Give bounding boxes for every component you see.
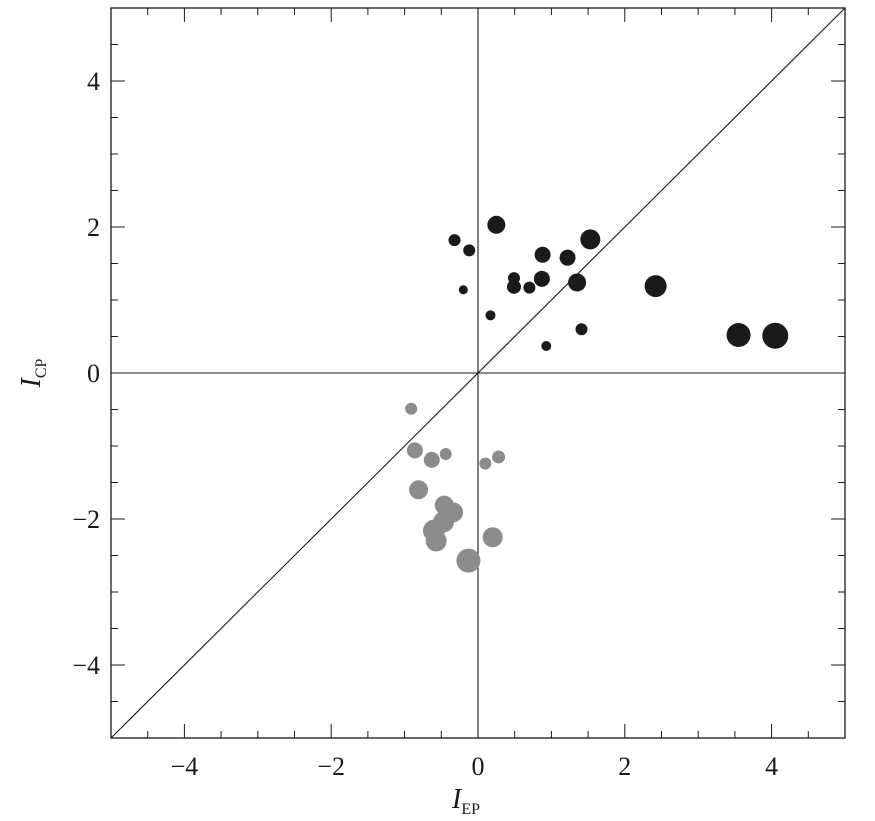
- data-point: [409, 480, 429, 500]
- y-axis-label-sub: CP: [33, 358, 50, 378]
- data-point: [726, 323, 751, 348]
- data-point: [448, 234, 461, 247]
- data-point: [423, 451, 440, 468]
- data-point: [580, 229, 601, 250]
- diagonal-line: [110, 7, 846, 739]
- x-axis-label-sub: EP: [461, 801, 480, 818]
- data-point: [575, 323, 588, 336]
- data-point: [533, 270, 550, 287]
- x-tick-label: 4: [765, 752, 778, 781]
- data-point: [568, 273, 587, 292]
- x-tick-label: −2: [317, 752, 345, 781]
- y-tick-labels: −4 −2 0 2 4: [72, 67, 100, 680]
- data-point: [479, 457, 492, 470]
- y-tick-label: −2: [72, 505, 100, 534]
- data-point: [487, 215, 506, 234]
- data-point: [458, 285, 468, 295]
- upper-series: [448, 215, 789, 351]
- x-tick-label: 0: [472, 752, 485, 781]
- data-point: [523, 281, 536, 294]
- data-point: [534, 246, 551, 263]
- x-axis-label: IEP: [451, 784, 480, 818]
- x-tick-labels: −4 −2 0 2 4: [171, 752, 779, 781]
- data-point: [644, 275, 667, 298]
- lower-series: [405, 402, 506, 573]
- y-tick-label: 2: [87, 213, 100, 242]
- x-tick-label: −4: [171, 752, 199, 781]
- y-axis-label-main: I: [16, 376, 47, 388]
- data-point: [406, 442, 423, 459]
- data-point: [541, 340, 552, 351]
- data-point: [762, 322, 789, 349]
- data-points: [405, 215, 789, 573]
- y-axis-label: ICP: [16, 358, 50, 388]
- data-point: [506, 279, 521, 294]
- data-point: [463, 244, 476, 257]
- y-tick-label: −4: [72, 651, 100, 680]
- data-point: [482, 527, 503, 548]
- data-point: [405, 402, 418, 415]
- y-tick-label: 0: [87, 359, 100, 388]
- data-point: [485, 310, 496, 321]
- data-point: [456, 548, 481, 573]
- data-point: [492, 450, 506, 464]
- x-axis-label-main: I: [451, 784, 463, 815]
- data-point: [439, 448, 452, 461]
- data-point: [425, 530, 447, 552]
- reference-lines: [110, 7, 846, 739]
- x-tick-label: 2: [618, 752, 631, 781]
- axis-ticks: [111, 8, 845, 738]
- y-tick-label: 4: [87, 67, 100, 96]
- data-point: [559, 249, 576, 266]
